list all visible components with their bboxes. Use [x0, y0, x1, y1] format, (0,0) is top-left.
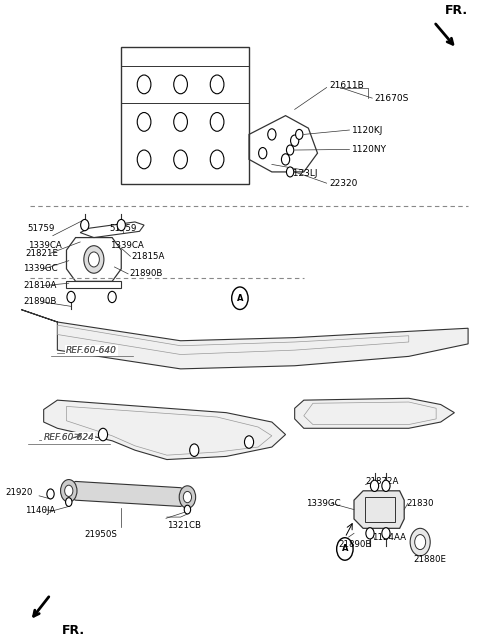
Text: 51759: 51759: [28, 224, 55, 233]
Polygon shape: [44, 400, 286, 460]
Polygon shape: [295, 398, 455, 428]
Text: 21890B: 21890B: [338, 539, 372, 548]
Polygon shape: [354, 491, 404, 528]
Circle shape: [268, 129, 276, 140]
Text: 22320: 22320: [329, 178, 357, 187]
Text: 21872A: 21872A: [365, 478, 399, 487]
Circle shape: [382, 528, 390, 539]
Text: REF.60-640: REF.60-640: [66, 345, 117, 354]
Circle shape: [382, 480, 390, 491]
Text: 21830: 21830: [407, 499, 434, 508]
Circle shape: [179, 486, 196, 508]
Text: 1321CB: 1321CB: [167, 521, 201, 530]
Text: A: A: [342, 544, 348, 553]
Text: 1339CA: 1339CA: [28, 241, 61, 250]
Circle shape: [184, 505, 191, 514]
Text: 1120NY: 1120NY: [352, 145, 387, 154]
Text: 1339CA: 1339CA: [110, 241, 144, 250]
Circle shape: [98, 428, 108, 441]
Text: 21810A: 21810A: [23, 281, 57, 290]
Text: 21821E: 21821E: [25, 248, 59, 257]
Circle shape: [108, 291, 116, 302]
Text: 1140JA: 1140JA: [25, 507, 56, 516]
Circle shape: [84, 246, 104, 273]
Text: FR.: FR.: [62, 624, 85, 637]
Text: 21950S: 21950S: [84, 530, 117, 539]
Text: 51759: 51759: [110, 224, 137, 233]
Circle shape: [88, 252, 99, 267]
Circle shape: [287, 145, 294, 155]
Circle shape: [190, 444, 199, 456]
Circle shape: [210, 112, 224, 131]
Circle shape: [47, 489, 54, 499]
Circle shape: [174, 112, 187, 131]
Circle shape: [210, 150, 224, 169]
Circle shape: [415, 535, 426, 550]
Circle shape: [67, 291, 75, 302]
Text: 1123LJ: 1123LJ: [288, 169, 318, 178]
Text: A: A: [237, 294, 243, 303]
Circle shape: [60, 480, 77, 502]
Text: 21815A: 21815A: [132, 252, 165, 261]
Circle shape: [410, 528, 430, 556]
Circle shape: [290, 135, 299, 146]
Text: 21611B: 21611B: [329, 81, 364, 90]
Text: 21880E: 21880E: [413, 555, 446, 564]
Text: 1339GC: 1339GC: [23, 265, 58, 273]
Text: 1339GC: 1339GC: [306, 499, 341, 508]
Text: REF.60-624: REF.60-624: [43, 433, 94, 442]
Circle shape: [65, 485, 73, 496]
Circle shape: [281, 154, 289, 165]
Circle shape: [296, 130, 303, 139]
Circle shape: [137, 112, 151, 131]
Text: 21890B: 21890B: [130, 270, 163, 279]
Circle shape: [183, 491, 192, 503]
Circle shape: [174, 75, 187, 94]
Text: REF.60-624: REF.60-624: [43, 433, 94, 442]
Circle shape: [81, 220, 89, 230]
Circle shape: [287, 167, 294, 177]
Circle shape: [371, 480, 379, 491]
Text: 21670S: 21670S: [374, 94, 409, 103]
Circle shape: [259, 148, 267, 159]
Circle shape: [174, 150, 187, 169]
Text: 21920: 21920: [5, 487, 32, 496]
Circle shape: [244, 436, 253, 448]
Text: 1124AA: 1124AA: [372, 534, 406, 542]
Circle shape: [366, 528, 374, 539]
Circle shape: [137, 150, 151, 169]
Text: FR.: FR.: [445, 4, 468, 17]
Circle shape: [66, 498, 72, 507]
Text: 1120KJ: 1120KJ: [352, 126, 383, 135]
Circle shape: [210, 75, 224, 94]
Circle shape: [137, 75, 151, 94]
Text: REF.60-640: REF.60-640: [66, 345, 117, 354]
Polygon shape: [21, 309, 468, 369]
Polygon shape: [62, 482, 194, 507]
Text: 21890B: 21890B: [23, 297, 57, 306]
Circle shape: [117, 220, 125, 230]
